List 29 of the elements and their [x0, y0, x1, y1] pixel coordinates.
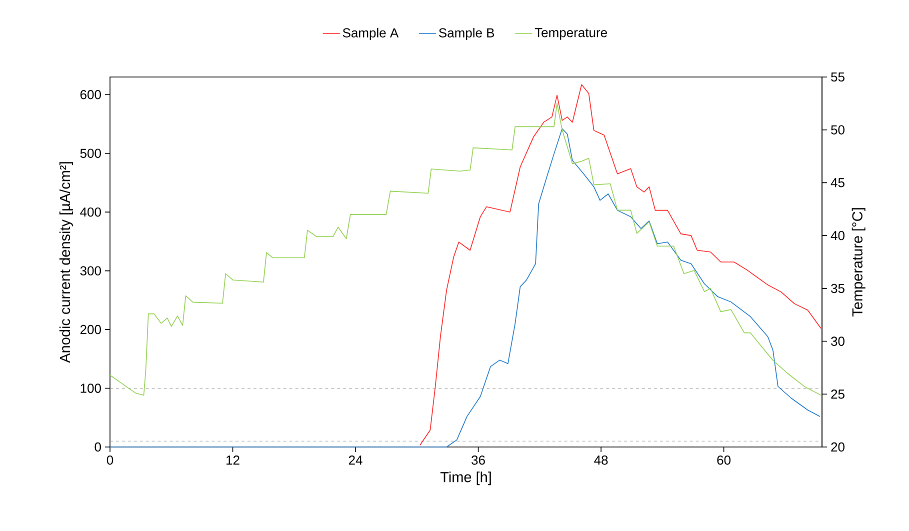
- y2-tick-label: 45: [830, 178, 844, 188]
- x-tick-label: 48: [594, 456, 608, 465]
- y-tick-label: 100: [80, 384, 101, 393]
- y2-tick-label: 50: [831, 125, 844, 134]
- y-tick-label: 300: [80, 266, 101, 276]
- y-tick-label: 600: [80, 90, 101, 100]
- legend-label: Temperature: [534, 28, 607, 40]
- line-series: [110, 128, 820, 448]
- line-series: [420, 84, 822, 446]
- y2-tick-label: 25: [831, 390, 844, 399]
- y-axis-title: Anodic current density [µA/cm²]: [59, 162, 73, 363]
- y2-tick-label: 40: [830, 230, 844, 240]
- legend-label: Sample A: [342, 28, 399, 40]
- y2-tick-label: 20: [831, 442, 844, 452]
- y-tick-label: 200: [80, 324, 101, 334]
- x-tick-label: 60: [717, 456, 731, 465]
- y-tick-label: 0: [94, 442, 101, 452]
- y-tick-label: 400: [80, 207, 101, 217]
- y2-tick-label: 55: [831, 72, 844, 82]
- y2-tick-label: 35: [831, 284, 844, 294]
- x-tick-label: 36: [472, 456, 485, 465]
- y2-axis-title: Temperature [°C]: [852, 208, 866, 317]
- x-axis-title: Time [h]: [440, 472, 491, 486]
- x-tick-label: 12: [226, 456, 240, 465]
- x-tick-label: 0: [106, 456, 114, 465]
- y-tick-label: 500: [80, 148, 101, 158]
- legend-label: Sample B: [439, 28, 494, 40]
- y2-tick-label: 30: [831, 336, 844, 346]
- x-tick-label: 24: [348, 456, 362, 465]
